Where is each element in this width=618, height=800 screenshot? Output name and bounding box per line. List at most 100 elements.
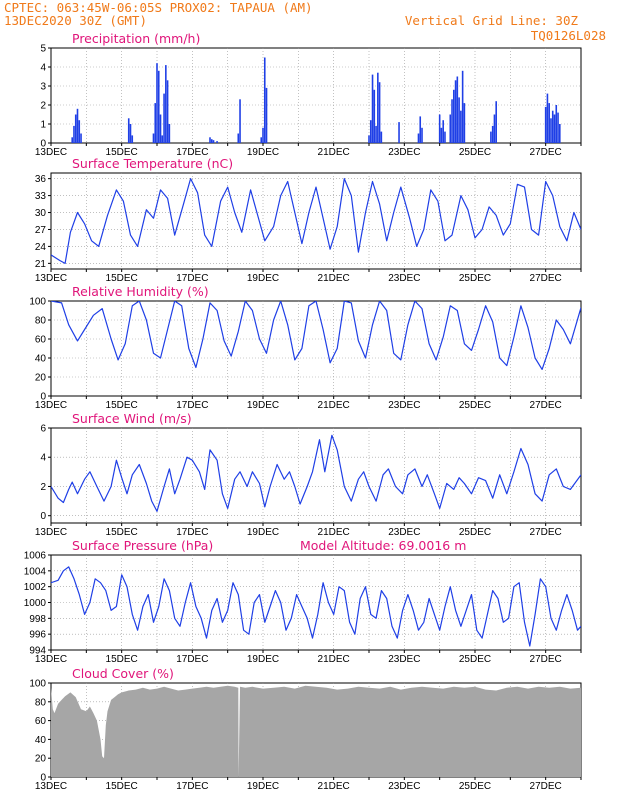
y-tick-label: 100	[29, 679, 46, 690]
y-tick-label: 20	[35, 754, 47, 765]
header-grid-note: Vertical Grid Line: 30Z	[405, 13, 579, 28]
x-tick-label: 19DEC	[247, 527, 279, 538]
precip-bar	[168, 124, 171, 143]
precip-bar	[76, 108, 79, 143]
y-tick-label: 60	[35, 335, 47, 346]
precip-bar	[127, 118, 130, 143]
precip-bar	[209, 137, 211, 143]
x-tick-label: 21DEC	[318, 654, 350, 665]
precip-bar	[548, 103, 550, 143]
precip-bar	[442, 120, 444, 143]
precip-bar	[453, 89, 455, 143]
panel-frame	[50, 172, 582, 270]
rh-series-line	[51, 301, 581, 370]
panel-pres: 994 996 998 1000 1002 1004 1006 13DEC 15DEC 17DEC…	[24, 538, 582, 665]
x-tick-label: 27DEC	[530, 147, 562, 158]
precip-bar	[78, 120, 81, 143]
precip-bar	[371, 74, 374, 143]
panel-title: Surface Temperature (nC)	[72, 156, 233, 171]
x-tick-label: 13DEC	[35, 527, 67, 538]
precip-bar	[444, 131, 446, 143]
precip-bar	[551, 110, 554, 143]
precip-bar	[377, 72, 379, 143]
x-tick-label: 27DEC	[530, 527, 562, 538]
precip-bar	[454, 80, 457, 143]
x-tick-label: 21DEC	[318, 273, 350, 284]
y-tick-label: 4	[40, 63, 46, 74]
x-tick-label: 23DEC	[388, 781, 420, 792]
y-tick-label: 1000	[24, 598, 47, 609]
y-tick-label: 6	[40, 424, 46, 435]
x-tick-label: 25DEC	[459, 147, 491, 158]
precip-bar	[559, 124, 561, 143]
precip-bar	[461, 70, 464, 143]
precip-bar	[161, 135, 164, 143]
x-tick-label: 21DEC	[318, 400, 350, 411]
panels-group: 0 1 2 3 4 5 13DEC 15DEC 17DEC 19DEC 21DEC 23DEC 25DE…	[24, 31, 582, 792]
precip-bar	[262, 127, 264, 143]
y-tick-label: 0	[40, 139, 46, 150]
precip-bar	[458, 97, 460, 143]
x-tick-label: 25DEC	[459, 781, 491, 792]
y-tick-label: 40	[35, 735, 47, 746]
precip-bar	[398, 122, 400, 143]
y-tick-label: 36	[35, 174, 47, 185]
precip-bar	[73, 125, 75, 143]
x-tick-label: 17DEC	[176, 273, 208, 284]
precip-bar	[212, 140, 215, 143]
precip-bar	[544, 106, 547, 143]
precip-bar	[165, 65, 167, 143]
precip-bar	[210, 139, 213, 143]
precip-bar	[495, 101, 497, 143]
precip-bar	[460, 110, 462, 143]
panel-annotation: Model Altitude: 69.0016 m	[300, 538, 466, 553]
header-date-line: 13DEC2020 30Z (GMT)	[4, 13, 147, 28]
x-tick-label: 13DEC	[35, 781, 67, 792]
panel-temp: 21 24 27 30 33 36 13DEC 15DEC 17DEC 19DEC 21DEC 23D…	[35, 156, 582, 284]
precip-bar	[451, 99, 453, 143]
precip-bar	[163, 93, 165, 143]
precip-bar	[378, 82, 381, 143]
x-tick-label: 13DEC	[35, 654, 67, 665]
y-tick-label: 24	[35, 242, 47, 253]
precip-bar	[440, 127, 443, 143]
x-tick-label: 15DEC	[106, 527, 138, 538]
panel-frame	[50, 47, 582, 144]
precip-bar	[239, 99, 241, 143]
panel-precip: 0 1 2 3 4 5 13DEC 15DEC 17DEC 19DEC 21DEC 23DEC 25DE…	[35, 31, 582, 158]
precip-bar	[71, 137, 73, 143]
y-tick-label: 4	[40, 453, 46, 464]
y-tick-label: 40	[35, 354, 47, 365]
y-tick-label: 20	[35, 373, 47, 384]
x-tick-label: 23DEC	[388, 527, 420, 538]
precip-bar	[159, 114, 162, 143]
y-tick-label: 60	[35, 716, 47, 727]
precip-bar	[438, 114, 441, 143]
x-tick-label: 19DEC	[247, 147, 279, 158]
y-tick-label: 0	[40, 511, 46, 522]
y-tick-label: 2	[40, 101, 46, 112]
y-tick-label: 33	[35, 191, 47, 202]
panel-title: Precipitation (mm/h)	[72, 31, 200, 46]
x-tick-label: 25DEC	[459, 527, 491, 538]
precip-bar	[419, 116, 422, 143]
x-tick-label: 25DEC	[459, 273, 491, 284]
x-tick-label: 19DEC	[247, 654, 279, 665]
y-tick-label: 0	[40, 392, 46, 403]
panel-title: Cloud Cover (%)	[72, 666, 174, 681]
x-tick-label: 21DEC	[318, 527, 350, 538]
temp-series-line	[51, 178, 581, 264]
precip-bar	[157, 70, 160, 143]
precip-bar	[456, 76, 459, 143]
header-model-code: TQ0126L028	[531, 28, 606, 43]
precip-bar	[74, 114, 77, 143]
x-tick-label: 15DEC	[106, 400, 138, 411]
x-tick-label: 13DEC	[35, 273, 67, 284]
cloud-cover-area	[51, 685, 581, 777]
y-tick-label: 3	[40, 82, 46, 93]
precip-bar	[491, 125, 494, 143]
y-tick-label: 1004	[24, 566, 47, 577]
panel-wind: 0 2 4 6 13DEC 15DEC 17DEC 19DEC 21DEC 23DEC 25DEC 2…	[35, 411, 582, 538]
x-tick-label: 15DEC	[106, 781, 138, 792]
x-tick-label: 15DEC	[106, 654, 138, 665]
